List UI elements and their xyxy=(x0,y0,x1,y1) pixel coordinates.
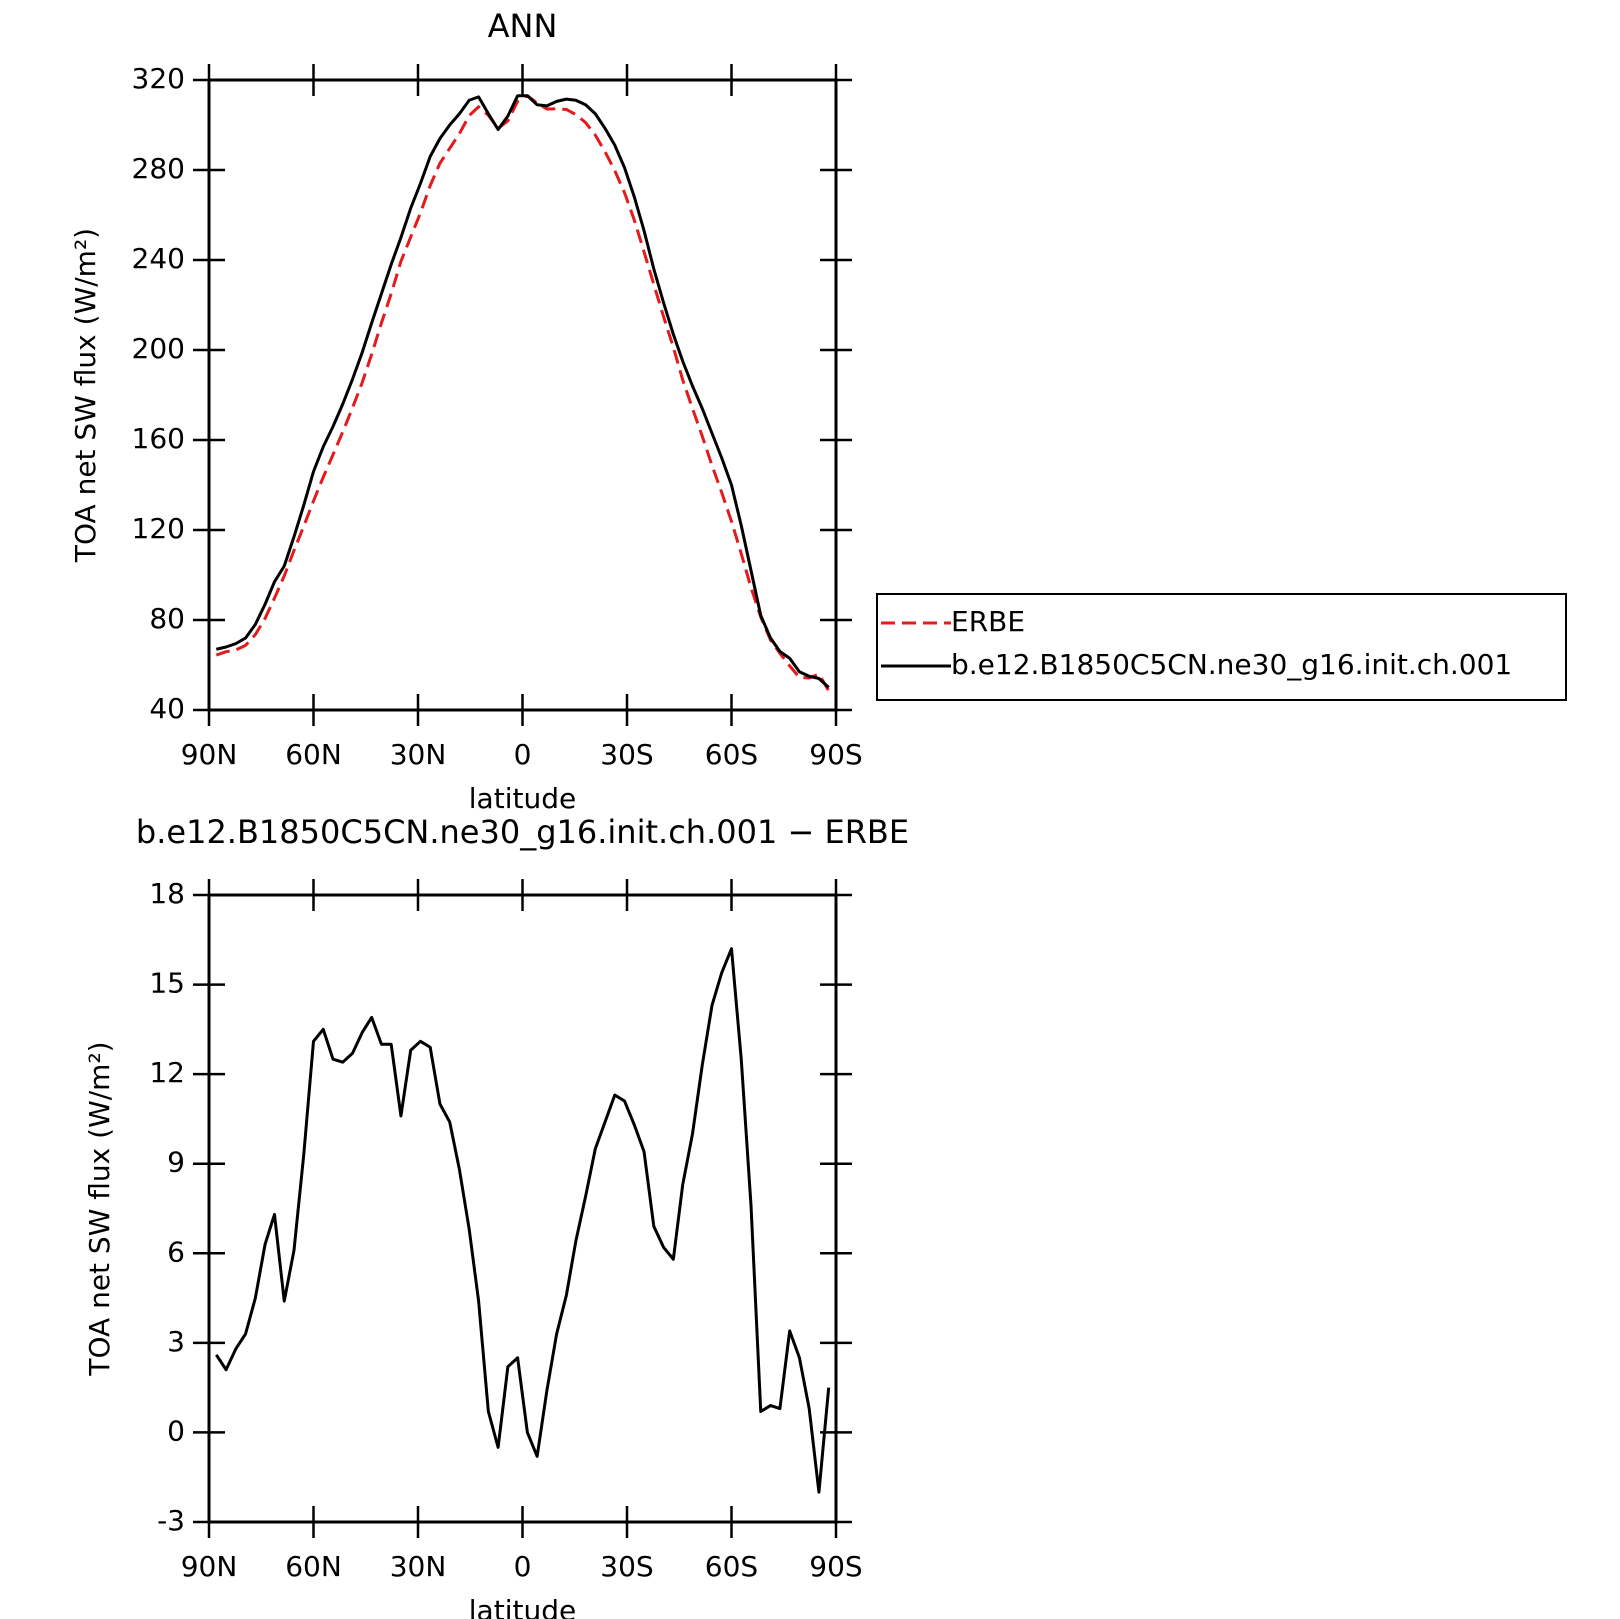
y-tick-label: 320 xyxy=(132,62,185,95)
y-tick-label: 160 xyxy=(132,422,185,455)
x-tick-label: 30S xyxy=(600,738,653,771)
y-tick-label: 280 xyxy=(132,152,185,185)
y-tick-label: 15 xyxy=(149,967,185,1000)
plot-frame xyxy=(207,893,838,1524)
x-tick-label: 60N xyxy=(285,1550,342,1583)
x-tick-label: 60S xyxy=(705,1550,758,1583)
plot-frame xyxy=(207,78,838,712)
y-axis-label: TOA net SW flux (W/m²) xyxy=(83,1041,116,1376)
y-tick-label: 18 xyxy=(149,877,185,910)
y-tick-label: -3 xyxy=(157,1504,185,1537)
y-tick-label: 40 xyxy=(149,692,185,725)
x-tick-label: 0 xyxy=(514,1550,532,1583)
x-tick-label: 60S xyxy=(705,738,758,771)
x-axis-label: latitude xyxy=(469,782,576,815)
x-axis-label: latitude xyxy=(469,1594,576,1619)
legend-label: b.e12.B1850C5CN.ne30_g16.init.ch.001 xyxy=(951,648,1512,681)
data-line xyxy=(215,94,830,689)
data-line xyxy=(215,947,831,1494)
x-tick-label: 30N xyxy=(390,1550,447,1583)
x-tick-label: 0 xyxy=(514,738,532,771)
x-tick-label: 60N xyxy=(285,738,342,771)
x-tick-label: 30S xyxy=(600,1550,653,1583)
y-tick-label: 200 xyxy=(132,332,185,365)
y-tick-label: 240 xyxy=(132,242,185,275)
y-tick-label: 0 xyxy=(167,1414,185,1447)
y-tick-label: 9 xyxy=(167,1146,185,1179)
y-tick-label: 6 xyxy=(167,1235,185,1268)
x-tick-label: 90S xyxy=(809,738,862,771)
chart-title: b.e12.B1850C5CN.ne30_g16.init.ch.001 − E… xyxy=(136,813,909,851)
x-tick-label: 90N xyxy=(181,738,238,771)
legend-label: ERBE xyxy=(951,605,1025,638)
chart-title: ANN xyxy=(488,7,558,45)
legend-box xyxy=(876,593,1567,701)
data-line xyxy=(215,94,830,692)
x-tick-label: 30N xyxy=(390,738,447,771)
y-tick-label: 3 xyxy=(167,1325,185,1358)
y-tick-label: 80 xyxy=(149,602,185,635)
x-tick-label: 90N xyxy=(181,1550,238,1583)
y-axis-label: TOA net SW flux (W/m²) xyxy=(69,228,102,563)
y-tick-label: 12 xyxy=(149,1056,185,1089)
x-tick-label: 90S xyxy=(809,1550,862,1583)
y-tick-label: 120 xyxy=(132,512,185,545)
